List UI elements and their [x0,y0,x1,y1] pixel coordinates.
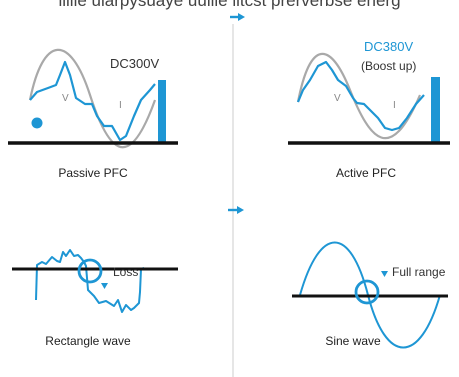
voltage-marker: V [334,93,341,104]
current-marker: I [393,100,396,111]
boost-label: (Boost up) [361,59,416,73]
arrow-right-icon [230,13,245,21]
current-waveform [29,60,156,142]
current-waveform [296,60,425,132]
voltage-waveform [296,52,422,140]
page-heading: liiiie ularpysuaye uuiiie iitcst prerver… [58,0,401,10]
dc-level-bar [431,77,440,143]
panel-caption: Sine wave [325,334,381,348]
range-highlight-circle [354,279,380,305]
dc-level-bar [158,80,166,142]
panel-caption: Passive PFC [58,166,128,180]
pointer-triangle [101,283,108,289]
panel-caption: Rectangle wave [45,334,131,348]
loss-label: Loss [113,265,138,279]
voltage-label: DC300V [110,56,159,71]
dot-icon [31,117,43,129]
sine-wave-panel: Full range Sine wave [292,241,448,349]
arrow-right-icon [228,206,244,214]
rectangle-wave-panel: Loss Rectangle wave [12,249,178,348]
passive-pfc-panel: DC300V V I Passive PFC [8,48,178,180]
voltage-marker: V [62,93,69,104]
loss-highlight-circle [77,258,103,284]
voltage-label: DC380V [364,39,413,54]
range-label: Full range [392,265,446,279]
pointer-triangle [381,271,388,277]
rectangle-waveform [35,249,145,313]
panel-caption: Active PFC [336,166,396,180]
current-marker: I [119,100,122,111]
active-pfc-panel: DC380V (Boost up) V I Active PFC [288,39,450,180]
